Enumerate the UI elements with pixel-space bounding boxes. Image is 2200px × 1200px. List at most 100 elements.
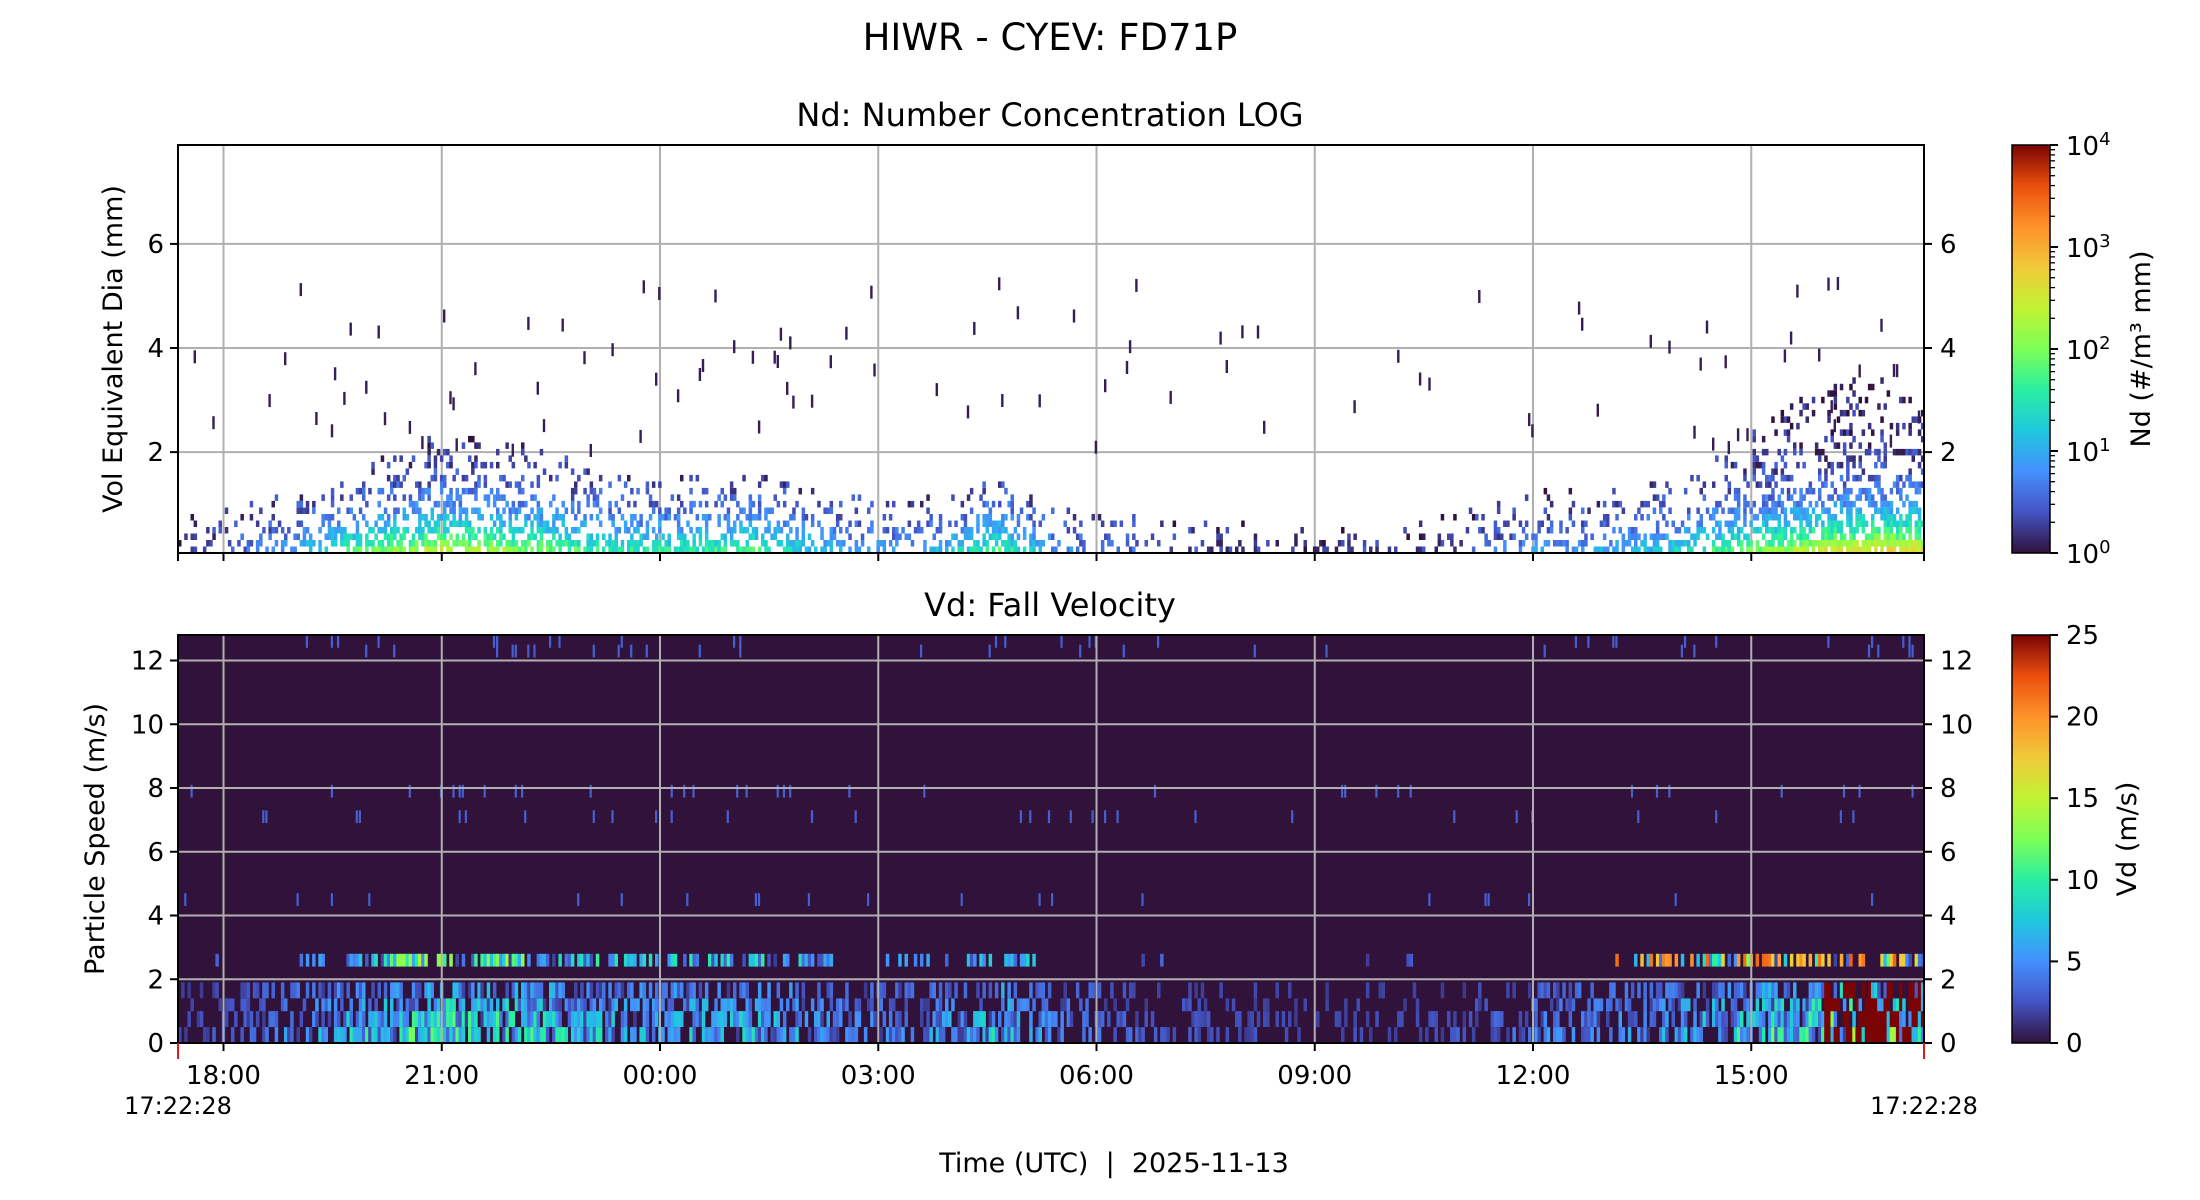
vd-cell [1655,784,1659,798]
nd-cell [1746,546,1750,553]
vd-cell [963,982,968,999]
nd-cell [1693,540,1697,547]
vd-cell [355,1027,360,1043]
nd-cell [1852,455,1856,462]
nd-cell [1789,540,1794,547]
vd-cell [1824,998,1828,1012]
nd-cell [427,481,431,488]
nd-cell [608,507,612,514]
nd-cell [377,500,381,508]
nd-cell [1808,481,1813,488]
nd-cell [1899,396,1903,404]
vd-cell [411,998,416,1012]
vd-cell [926,998,930,1012]
vd-cell [994,1027,999,1043]
vd-cell [664,982,668,999]
nd-cell [480,514,484,521]
nd-cell [399,533,403,540]
nd-cell [206,540,210,547]
nd-cell [782,500,787,508]
nd-cell [508,540,512,547]
nd-cell [496,527,500,534]
nd-cell [564,540,569,547]
vd-cell [1496,1027,1501,1043]
vd-cell [1911,644,1914,658]
nd-cell [620,540,625,547]
vd-cell [1194,810,1197,824]
nd-cell [1016,306,1020,320]
nd-cell [1827,520,1831,527]
nd-cell [452,540,456,547]
nd-cell [430,507,434,514]
vd-cell [1568,982,1573,999]
nd-cell [1789,527,1794,534]
vd-cell [1818,982,1822,999]
vd-cell [595,982,600,999]
vd-cell [938,1011,943,1027]
vd-cell [973,953,977,967]
vd-cell [782,784,786,798]
nd-cell [1627,540,1632,547]
nd-cell [1833,396,1838,404]
vd-cell [305,635,308,648]
vd-cell [284,998,288,1012]
vd-cell [829,953,834,967]
nd-cell [630,520,634,527]
nd-cell [368,540,372,547]
nd-cell [1793,487,1797,495]
nd-cell [1453,546,1457,553]
nd-cell [1771,500,1775,508]
nd-cell [1830,468,1834,475]
nd-cell [810,394,814,408]
nd-cell [365,546,369,553]
nd-cell [614,527,618,534]
nd-cell [499,527,503,534]
nd-cell [1880,435,1884,443]
nd-cell [1736,507,1741,514]
nd-cell [536,527,541,534]
nd-cell [1849,520,1853,527]
nd-cell [383,533,388,540]
nd-cell [1559,520,1563,527]
nd-cell [676,514,681,521]
nd-cell [1581,317,1584,331]
vd-cell [486,1011,491,1027]
nd-cell [963,533,968,540]
vd-cell [321,998,325,1012]
vd-cell [1238,1011,1242,1027]
nd-cell [574,487,578,495]
x-tick-label: 03:00 [841,1061,916,1091]
nd-cell [1160,520,1164,527]
vd-cell [265,1027,269,1043]
nd-cell [664,540,668,547]
nd-cell [1740,527,1744,534]
nd-cell [443,533,447,540]
nd-cell [324,514,328,521]
vd-cell [458,1027,463,1043]
vd-cell [1712,998,1716,1012]
nd-cell [1780,416,1785,423]
nd-cell [492,500,497,508]
nd-cell [1761,507,1766,514]
nd-cell [1917,527,1922,534]
nd-cell [1786,416,1791,423]
vd-cell [539,998,544,1012]
vd-cell [1655,953,1660,967]
nd-cell [1659,507,1663,514]
vd-cell [1047,810,1051,824]
nd-cell [1001,394,1004,407]
nd-cell [1824,533,1828,540]
vd-cell [1044,1011,1049,1027]
vd-cell [1649,998,1654,1012]
nd-cell [720,487,724,495]
vd-cell [611,953,615,967]
nd-cell [305,500,310,508]
nd-cell [302,507,307,514]
nd-cell [592,494,597,501]
vd-cell [549,982,553,999]
vd-cell [421,953,425,967]
vd-cell [1920,982,1925,999]
nd-cell [994,520,999,527]
nd-cell [870,527,874,534]
nd-cell [1789,546,1794,553]
